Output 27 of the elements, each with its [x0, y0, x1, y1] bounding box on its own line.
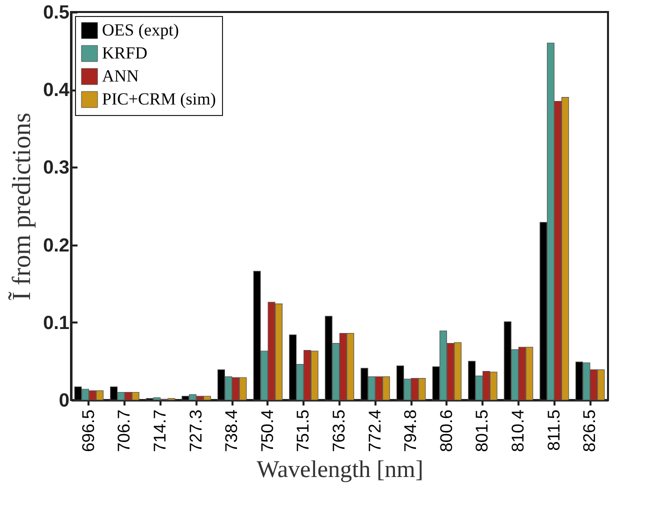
x-tick-label: 696.5 [78, 410, 98, 452]
y-tick-label: 0.3 [43, 158, 70, 179]
y-tick-label: 0.4 [43, 80, 70, 102]
x-tick-label: 810.4 [508, 410, 528, 452]
legend-label: OES (expt) [102, 20, 179, 40]
x-tick-label: 714.7 [150, 410, 170, 452]
x-tick-label: 794.8 [401, 410, 420, 452]
y-tick-label: 0.1 [43, 312, 70, 334]
x-tick-label: 826.5 [580, 410, 600, 452]
x-axis-title: Wavelength [nm] [256, 457, 424, 484]
legend-label: PIC+CRM (sim) [102, 90, 216, 108]
y-tick-label: 0.2 [43, 235, 70, 256]
x-tick-label: 751.5 [294, 410, 313, 452]
y-tick-label: 0 [58, 390, 70, 412]
y-axis-title: Ĩ from predictions [7, 112, 36, 300]
x-tick-label: 750.4 [258, 410, 277, 452]
y-tick-label: 0.5 [43, 2, 70, 24]
x-tick-label: 738.4 [222, 410, 242, 452]
x-tick-label: 801.5 [472, 410, 492, 452]
legend-label: ANN [102, 66, 139, 86]
x-tick-label: 811.5 [544, 410, 564, 451]
x-tick-label: 772.4 [365, 410, 384, 452]
x-tick-label: 800.6 [436, 410, 456, 452]
x-tick-label: 706.7 [114, 410, 134, 452]
x-tick-label: 727.3 [186, 410, 206, 452]
legend-label: KRFD [102, 44, 148, 62]
x-tick-label: 763.5 [330, 410, 348, 452]
